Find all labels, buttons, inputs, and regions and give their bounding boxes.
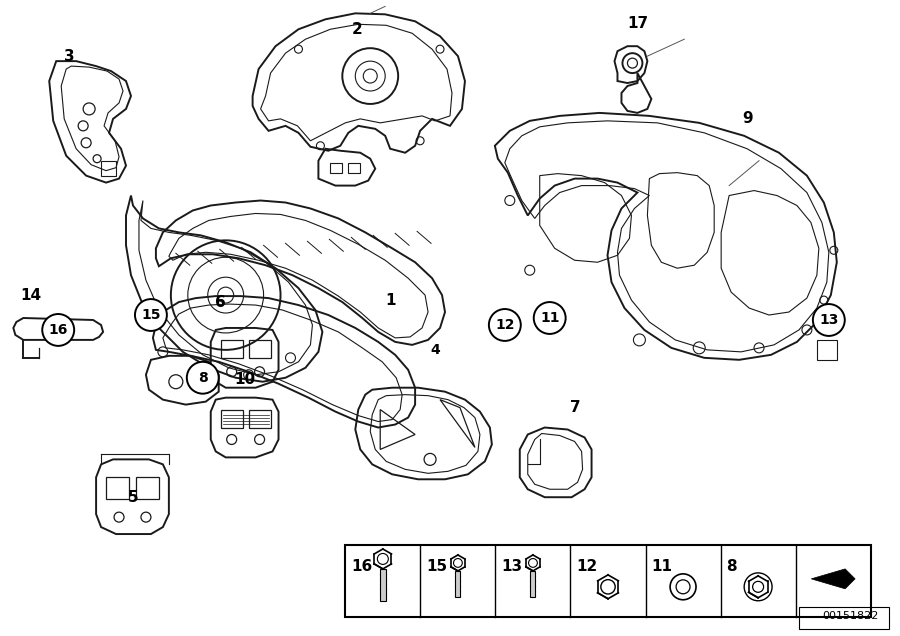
Text: 8: 8 (726, 559, 737, 574)
Text: 15: 15 (141, 308, 161, 322)
Bar (799, 607, 888, 628)
Text: 3: 3 (64, 48, 75, 64)
Text: 8: 8 (198, 371, 208, 385)
Text: 16: 16 (49, 323, 68, 337)
Text: 6: 6 (215, 294, 226, 310)
Polygon shape (811, 569, 855, 589)
Text: 5: 5 (128, 490, 139, 505)
Text: 9: 9 (742, 111, 752, 127)
Circle shape (135, 299, 166, 331)
Text: 1: 1 (385, 293, 395, 308)
Text: 15: 15 (427, 559, 447, 574)
Bar (455, 571, 461, 597)
Text: 7: 7 (571, 400, 580, 415)
Circle shape (813, 304, 845, 336)
Text: 10: 10 (234, 372, 256, 387)
Text: 11: 11 (540, 311, 560, 325)
Text: 4: 4 (430, 343, 440, 357)
Text: 11: 11 (652, 559, 672, 574)
Circle shape (534, 302, 565, 334)
Text: 13: 13 (819, 313, 839, 327)
Text: 16: 16 (351, 559, 373, 574)
Text: 13: 13 (501, 559, 523, 574)
Text: 14: 14 (21, 287, 42, 303)
Circle shape (42, 314, 74, 346)
Text: 17: 17 (627, 16, 648, 31)
Bar (346, 545, 870, 617)
Bar (530, 571, 536, 597)
Circle shape (187, 362, 219, 394)
Text: 12: 12 (495, 318, 515, 332)
Bar (380, 569, 386, 601)
Circle shape (489, 309, 521, 341)
Text: 00151822: 00151822 (823, 611, 878, 621)
Text: 12: 12 (577, 559, 598, 574)
Text: 2: 2 (352, 22, 363, 37)
